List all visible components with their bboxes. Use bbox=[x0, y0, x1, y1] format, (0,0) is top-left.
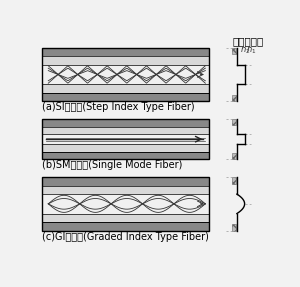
Text: (b)SM型光纖(Single Mode Fiber): (b)SM型光纖(Single Mode Fiber) bbox=[42, 160, 182, 170]
Bar bbox=[42, 134, 209, 144]
Bar bbox=[232, 94, 236, 101]
Text: $n_1$: $n_1$ bbox=[246, 45, 256, 56]
Text: (a)SI型光纖(Step Index Type Fiber): (a)SI型光纖(Step Index Type Fiber) bbox=[42, 102, 195, 112]
Bar bbox=[42, 185, 209, 194]
Bar bbox=[42, 222, 209, 231]
Bar bbox=[42, 119, 209, 159]
Bar bbox=[42, 177, 209, 185]
Bar bbox=[42, 194, 209, 214]
Bar bbox=[42, 177, 209, 231]
Bar bbox=[42, 152, 209, 159]
Bar bbox=[42, 144, 209, 152]
Bar bbox=[42, 56, 209, 65]
Bar bbox=[42, 84, 209, 93]
Bar bbox=[42, 93, 209, 101]
Bar bbox=[232, 48, 236, 55]
Bar bbox=[232, 224, 236, 231]
Bar bbox=[42, 177, 209, 231]
Text: (c)GI型光纖(Graded Index Type Fiber): (c)GI型光纖(Graded Index Type Fiber) bbox=[42, 232, 209, 242]
Bar bbox=[42, 119, 209, 159]
Bar bbox=[232, 119, 236, 125]
Bar bbox=[42, 119, 209, 127]
Bar bbox=[42, 65, 209, 84]
Bar bbox=[232, 153, 236, 159]
Bar bbox=[42, 127, 209, 134]
Bar bbox=[232, 177, 236, 184]
Bar bbox=[42, 48, 209, 101]
Bar bbox=[42, 214, 209, 222]
Text: 折射率分佈: 折射率分佈 bbox=[232, 36, 263, 46]
Bar bbox=[42, 48, 209, 101]
Text: $n_2$: $n_2$ bbox=[240, 45, 250, 56]
Bar bbox=[42, 48, 209, 56]
